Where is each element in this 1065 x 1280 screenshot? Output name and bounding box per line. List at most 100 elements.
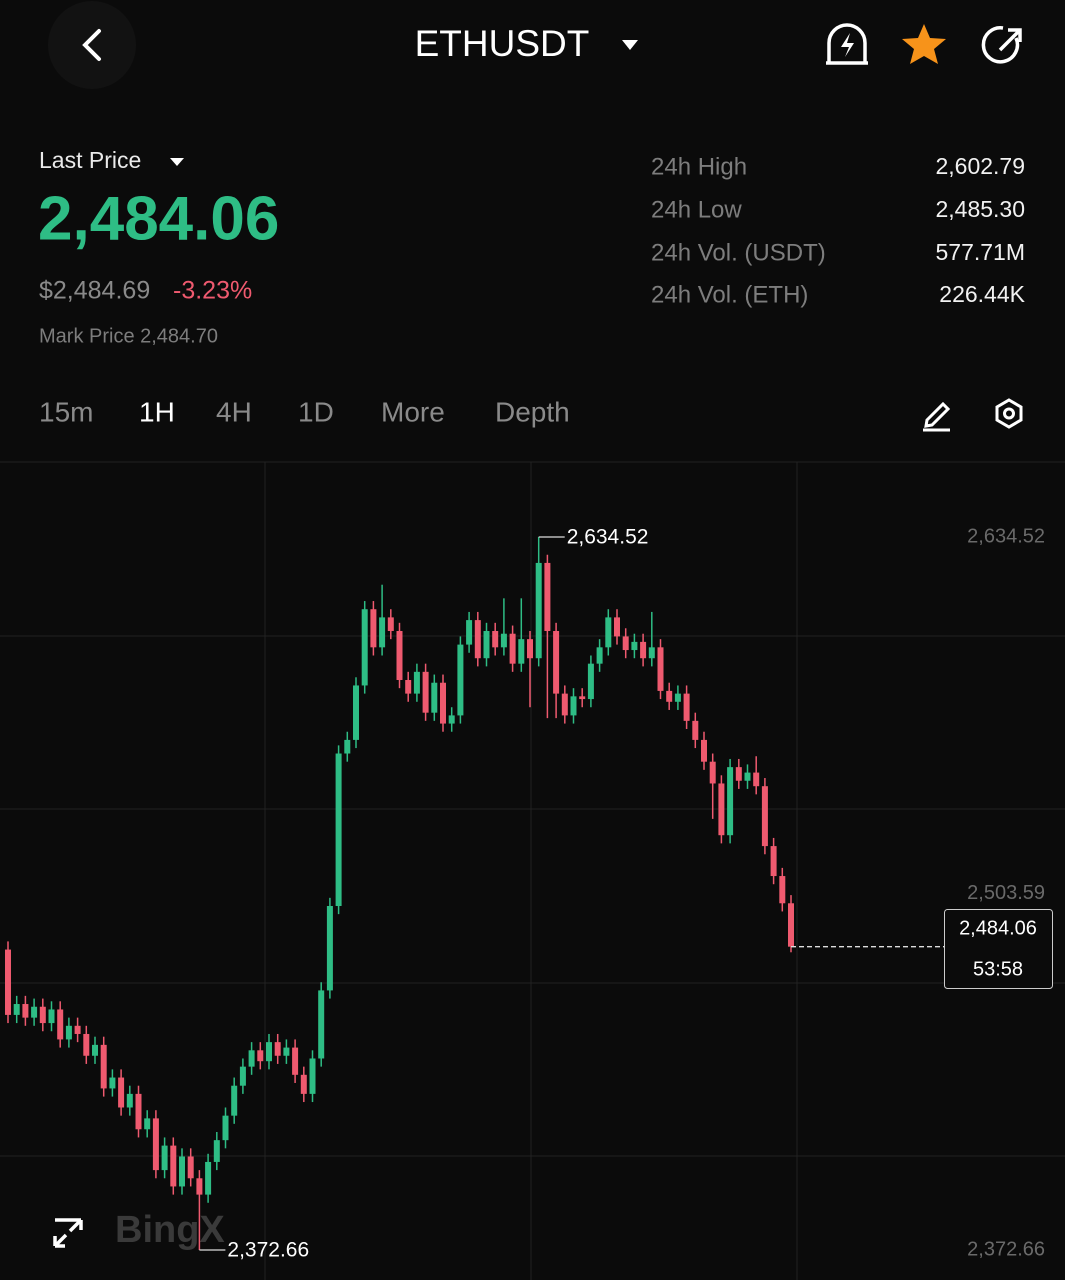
timeframe-tab-active[interactable]: 1H: [139, 396, 175, 427]
candle-body: [466, 620, 473, 645]
candle-body: [579, 696, 586, 700]
candle-body: [761, 786, 768, 847]
candle-body: [5, 949, 11, 1015]
candle-body: [92, 1044, 98, 1056]
back-button[interactable]: [48, 1, 136, 89]
candle-body: [553, 630, 560, 694]
last-price-box: [944, 909, 1053, 989]
timeframe-tab[interactable]: 15m: [39, 396, 93, 427]
timeframe-tab[interactable]: More: [381, 396, 445, 427]
candle-body: [770, 846, 777, 877]
price-dropdown[interactable]: [170, 158, 184, 166]
candle-body: [326, 905, 333, 991]
mark-price: Mark Price 2,484.70: [39, 325, 218, 347]
candle-body: [440, 682, 446, 724]
annotation-label: 2,634.52: [567, 526, 649, 549]
candle-body: [231, 1085, 238, 1116]
candle-body: [39, 1006, 46, 1024]
share-icon[interactable]: [981, 26, 1020, 64]
candle-body: [213, 1140, 220, 1162]
candle-body: [257, 1050, 264, 1062]
candle-body: [674, 693, 681, 702]
candle-body: [222, 1115, 229, 1141]
candle-body: [335, 753, 342, 906]
alert-icon[interactable]: [826, 23, 868, 65]
y-tick-label: 2,503.59: [967, 882, 1045, 904]
candle-body: [683, 693, 690, 721]
timeframe-tab[interactable]: Depth: [495, 396, 570, 427]
stat-value: 226.44K: [939, 281, 1025, 307]
candle-body: [614, 617, 620, 637]
candle-body: [718, 783, 725, 836]
timeframe-tab[interactable]: 4H: [216, 396, 252, 427]
candle-body: [744, 772, 751, 781]
candle-body: [100, 1044, 107, 1089]
last-price-tag: 2,484.06: [959, 917, 1037, 939]
candle-body: [379, 617, 386, 648]
candle-body: [370, 609, 377, 648]
candle-body: [474, 620, 481, 659]
last-price-label[interactable]: Last Price: [39, 147, 141, 173]
candle-body: [605, 617, 612, 648]
share-arrow: [998, 28, 1022, 52]
back-icon: [82, 29, 101, 61]
candle-body: [692, 720, 699, 740]
symbol-title[interactable]: ETHUSDT: [415, 23, 590, 64]
candle-body: [779, 876, 786, 904]
candle-body: [361, 609, 368, 686]
draw-tool-icon[interactable]: [923, 401, 951, 432]
stat-value: 577.71M: [935, 239, 1025, 265]
candle-body: [788, 903, 794, 947]
candle-body: [13, 1004, 20, 1015]
candle-body: [396, 630, 403, 681]
fullscreen-icon[interactable]: [53, 1218, 83, 1248]
candle-body: [318, 990, 325, 1059]
favorite-star[interactable]: [902, 24, 946, 64]
candle-body: [509, 633, 516, 664]
timeframe-tab[interactable]: 1D: [298, 396, 334, 427]
candle-body: [266, 1042, 272, 1062]
candle-body: [248, 1050, 255, 1067]
y-tick-label: 2,372.66: [967, 1238, 1045, 1260]
candle-body: [205, 1161, 212, 1195]
last-price: 2,484.06: [38, 184, 279, 253]
candle-body: [413, 671, 420, 694]
candle-body: [727, 767, 734, 836]
settings-icon[interactable]: [995, 398, 1023, 429]
watermark: BingX: [115, 1209, 225, 1251]
candle-body: [135, 1093, 142, 1130]
candle-body: [753, 772, 760, 787]
candle-body: [527, 639, 533, 659]
candle-body: [152, 1118, 159, 1171]
symbol-dropdown[interactable]: [622, 40, 638, 50]
stat-value: 2,485.30: [935, 196, 1025, 222]
candle-body: [74, 1025, 81, 1034]
candle-body: [292, 1047, 299, 1075]
candle-body: [300, 1074, 307, 1094]
candle-body: [666, 690, 673, 702]
candle-body: [22, 1004, 29, 1018]
settings-icon-center: [1003, 407, 1015, 420]
candle-body: [570, 696, 577, 716]
candle-body: [48, 1009, 55, 1024]
candle-body: [283, 1047, 290, 1056]
candle-body: [179, 1156, 185, 1187]
candle-body: [161, 1145, 168, 1171]
candle-body: [640, 641, 647, 659]
candle-body: [309, 1058, 316, 1094]
candle-body: [483, 630, 490, 659]
countdown: 53:58: [973, 958, 1023, 980]
y-tick-label: 2,634.52: [967, 525, 1045, 547]
candle-body: [239, 1066, 246, 1086]
candle-body: [701, 739, 707, 762]
candle-body: [31, 1006, 38, 1018]
annotation-label: 2,372.66: [227, 1239, 309, 1262]
candle-body: [353, 685, 359, 740]
candle-body: [57, 1009, 64, 1040]
stat-label: 24h Low: [651, 196, 742, 223]
candle-body: [631, 641, 638, 651]
candle-body: [535, 562, 542, 659]
candle-body: [596, 647, 603, 664]
candle-body: [187, 1156, 194, 1179]
candle-body: [118, 1077, 125, 1108]
